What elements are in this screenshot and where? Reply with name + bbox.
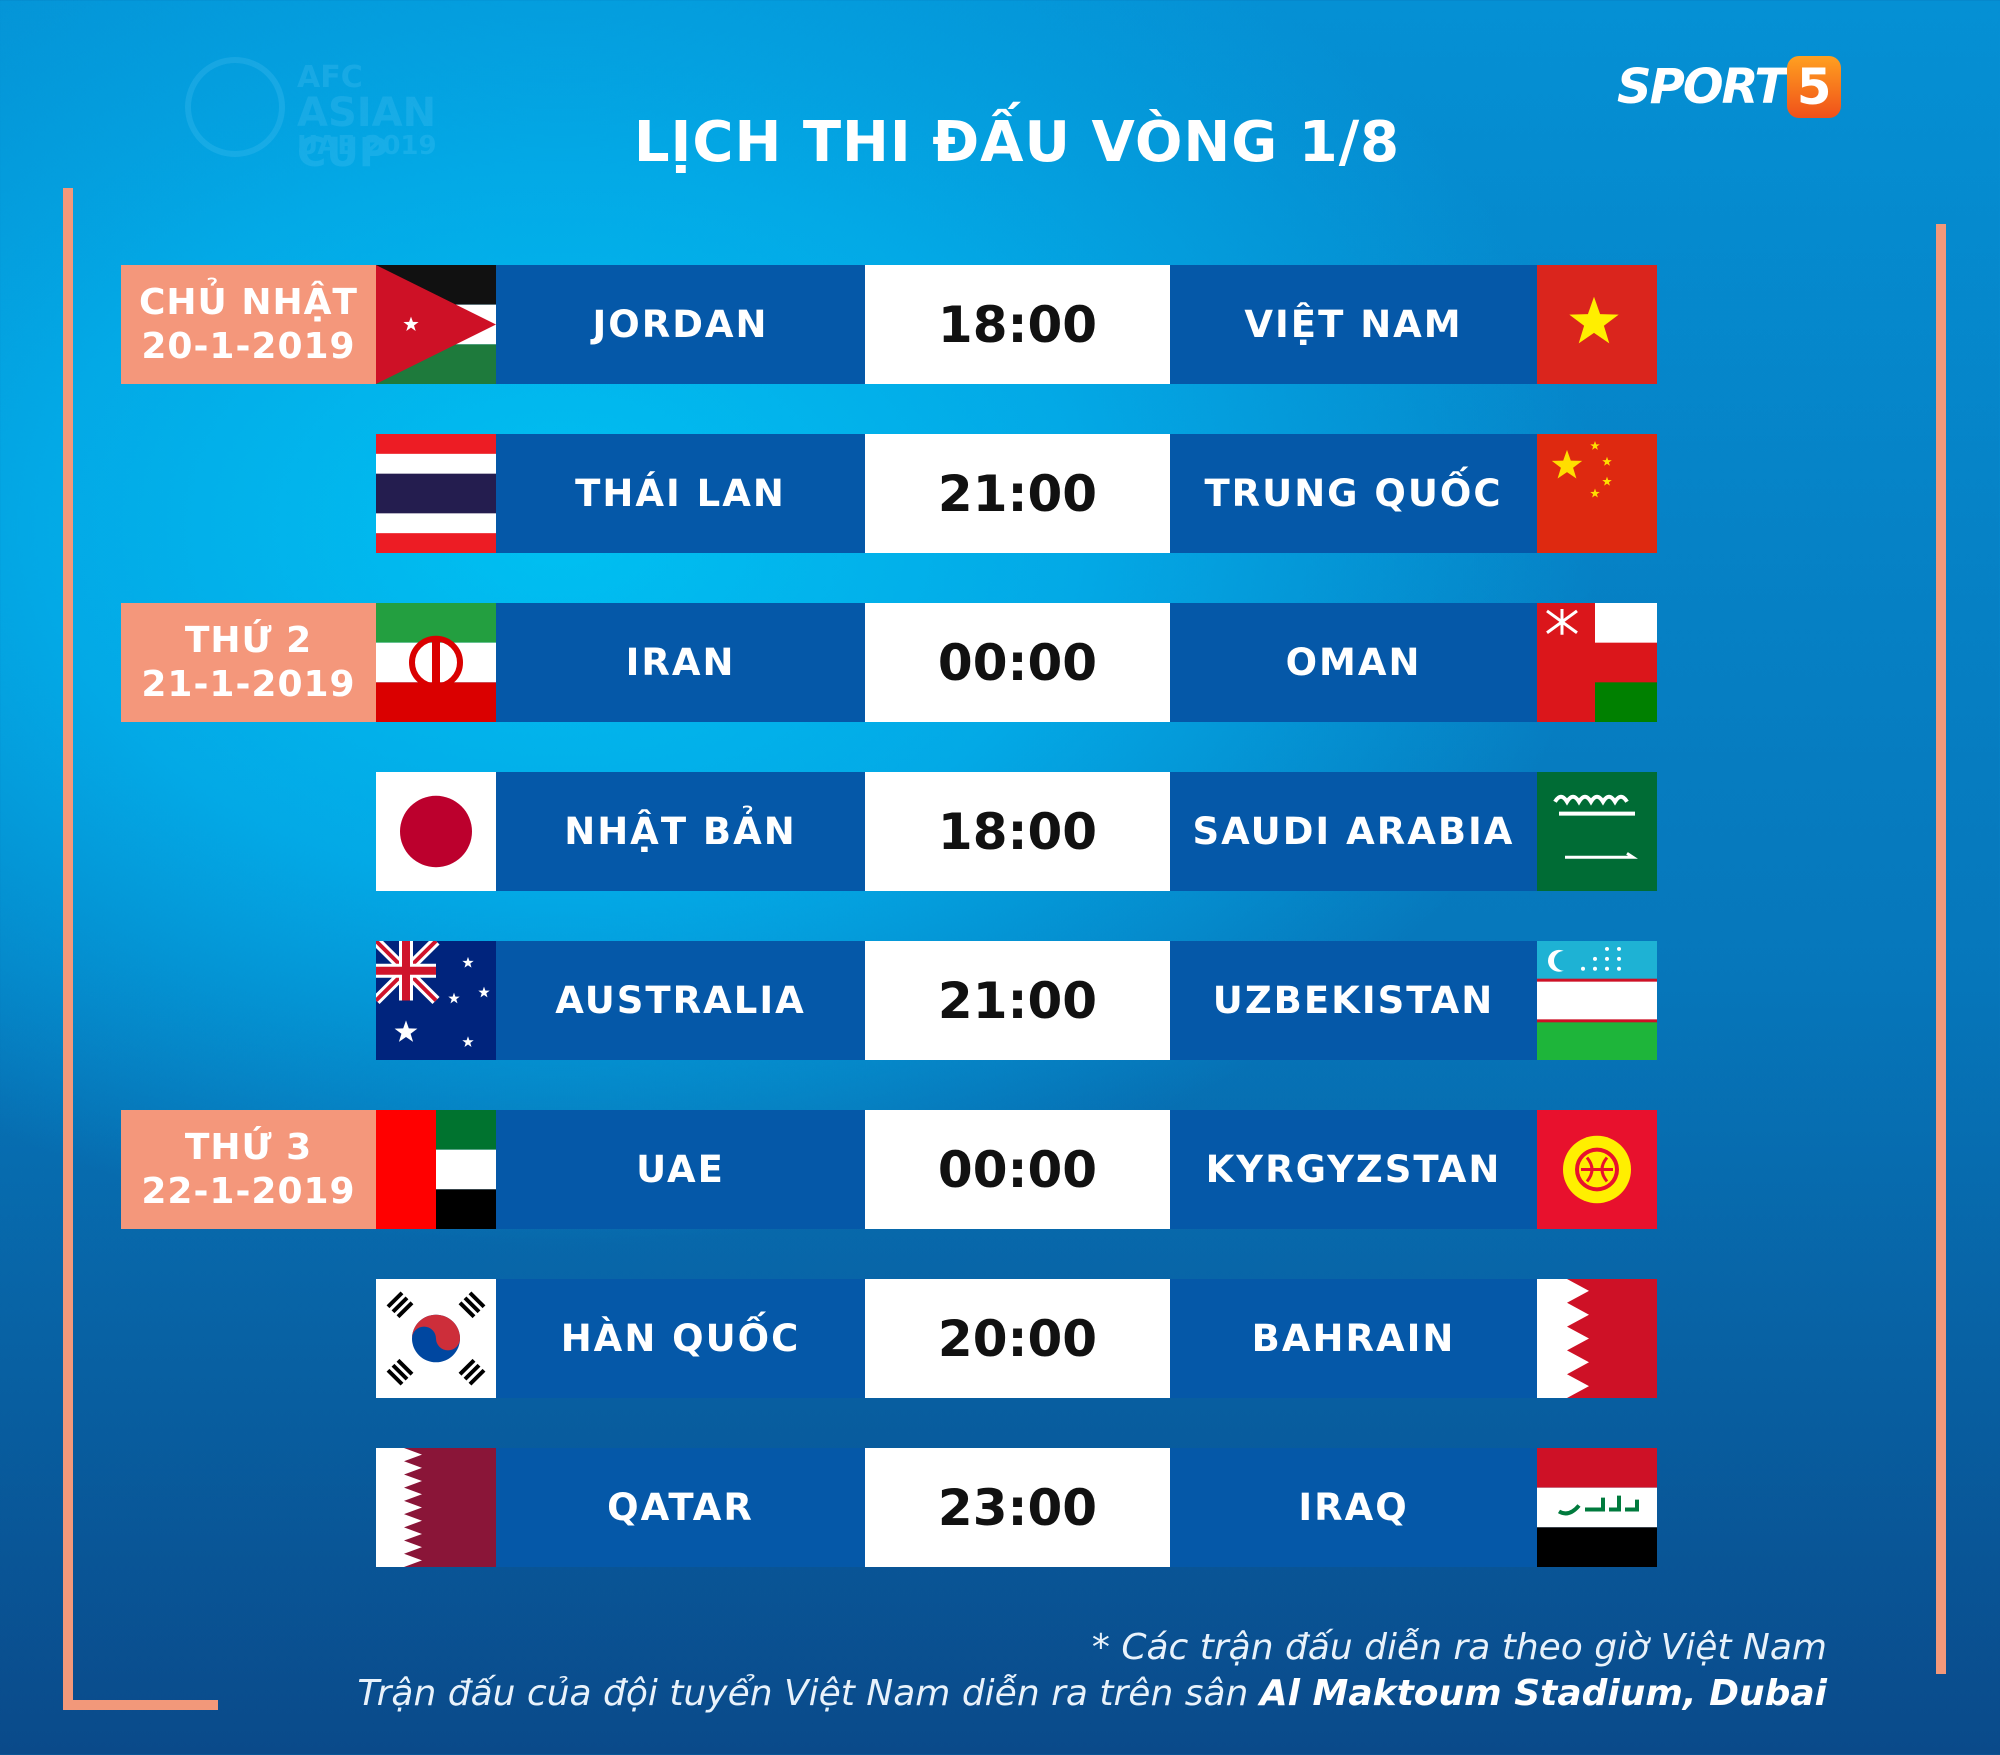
match-date: 20-1-2019 [141, 325, 356, 367]
home-team: JORDAN [496, 265, 865, 384]
afc-asian-cup-watermark-logo: AFC ASIAN CUP UAE 2019 [185, 57, 525, 173]
vietnam-flag-icon [1537, 265, 1657, 384]
kickoff-time: 21:00 [865, 941, 1170, 1060]
thailand-flag-icon [376, 434, 496, 553]
qatar-flag-icon [376, 1448, 496, 1567]
home-team: UAE [496, 1110, 865, 1229]
kickoff-time: 18:00 [865, 772, 1170, 891]
australia-flag-icon [376, 941, 496, 1060]
away-team: SAUDI ARABIA [1170, 772, 1537, 891]
match-date: 22-1-2019 [141, 1170, 356, 1212]
home-team: QATAR [496, 1448, 865, 1567]
home-team: THÁI LAN [496, 434, 865, 553]
away-team: KYRGYZSTAN [1170, 1110, 1537, 1229]
left-bracket-vertical [63, 188, 73, 1710]
match-date-box: THỨ 2 21-1-2019 [121, 603, 376, 722]
watermark-line3: UAE 2019 [297, 131, 437, 161]
watermark-line1: AFC [297, 60, 363, 95]
kyrgyzstan-flag-icon [1537, 1110, 1657, 1229]
uae-flag-icon [376, 1110, 496, 1229]
match-row: THỨ 3 22-1-2019 UAE 00:00 KYRGYZSTAN [0, 1110, 2000, 1229]
kickoff-time: 18:00 [865, 265, 1170, 384]
right-bracket-vertical [1936, 224, 1946, 1674]
home-team: IRAN [496, 603, 865, 722]
match-row: QATAR 23:00 IRAQ [0, 1448, 2000, 1567]
match-date-box: CHỦ NHẬT 20-1-2019 [121, 265, 376, 384]
match-date-box: THỨ 3 22-1-2019 [121, 1110, 376, 1229]
kickoff-time: 23:00 [865, 1448, 1170, 1567]
away-team: VIỆT NAM [1170, 265, 1537, 384]
china-flag-icon [1537, 434, 1657, 553]
away-team: IRAQ [1170, 1448, 1537, 1567]
match-day: THỨ 2 [184, 619, 313, 661]
home-team: AUSTRALIA [496, 941, 865, 1060]
match-row: THỨ 2 21-1-2019 IRAN 00:00 OMAN [0, 603, 2000, 722]
south-korea-flag-icon [376, 1279, 496, 1398]
away-team: BAHRAIN [1170, 1279, 1537, 1398]
page-title: LỊCH THI ĐẤU VÒNG 1/8 [633, 110, 1401, 175]
match-row: AUSTRALIA 21:00 UZBEKISTAN [0, 941, 2000, 1060]
footer-venue: Trận đấu của đội tuyển Việt Nam diễn ra … [357, 1673, 1827, 1714]
home-team: NHẬT BẢN [496, 772, 865, 891]
match-day: THỨ 3 [184, 1126, 313, 1168]
footer-note: * Các trận đấu diễn ra theo giờ Việt Nam [1091, 1627, 1827, 1668]
saudi-arabia-flag-icon [1537, 772, 1657, 891]
logo-text: SPORT [1617, 59, 1787, 115]
venue-name: Al Maktoum Stadium, Dubai [1259, 1673, 1827, 1714]
logo-number: 5 [1787, 56, 1842, 118]
match-row: CHỦ NHẬT 20-1-2019 JORDAN 18:00 VIỆT NAM [0, 265, 2000, 384]
match-row: NHẬT BẢN 18:00 SAUDI ARABIA [0, 772, 2000, 891]
sport5-logo: SPORT 5 [1617, 56, 1842, 118]
kickoff-time: 00:00 [865, 603, 1170, 722]
match-date: 21-1-2019 [141, 663, 356, 705]
uzbekistan-flag-icon [1537, 941, 1657, 1060]
match-day: CHỦ NHẬT [139, 281, 358, 323]
away-team: TRUNG QUỐC [1170, 434, 1537, 553]
kickoff-time: 21:00 [865, 434, 1170, 553]
match-row: HÀN QUỐC 20:00 BAHRAIN [0, 1279, 2000, 1398]
venue-prefix: Trận đấu của đội tuyển Việt Nam diễn ra … [357, 1673, 1260, 1714]
japan-flag-icon [376, 772, 496, 891]
away-team: OMAN [1170, 603, 1537, 722]
kickoff-time: 00:00 [865, 1110, 1170, 1229]
kickoff-time: 20:00 [865, 1279, 1170, 1398]
iraq-flag-icon [1537, 1448, 1657, 1567]
oman-flag-icon [1537, 603, 1657, 722]
jordan-flag-icon [376, 265, 496, 384]
home-team: HÀN QUỐC [496, 1279, 865, 1398]
match-row: THÁI LAN 21:00 TRUNG QUỐC [0, 434, 2000, 553]
bahrain-flag-icon [1537, 1279, 1657, 1398]
watermark-line2: ASIAN CUP [297, 90, 437, 176]
iran-flag-icon [376, 603, 496, 722]
away-team: UZBEKISTAN [1170, 941, 1537, 1060]
left-bracket-horizontal [63, 1700, 218, 1710]
